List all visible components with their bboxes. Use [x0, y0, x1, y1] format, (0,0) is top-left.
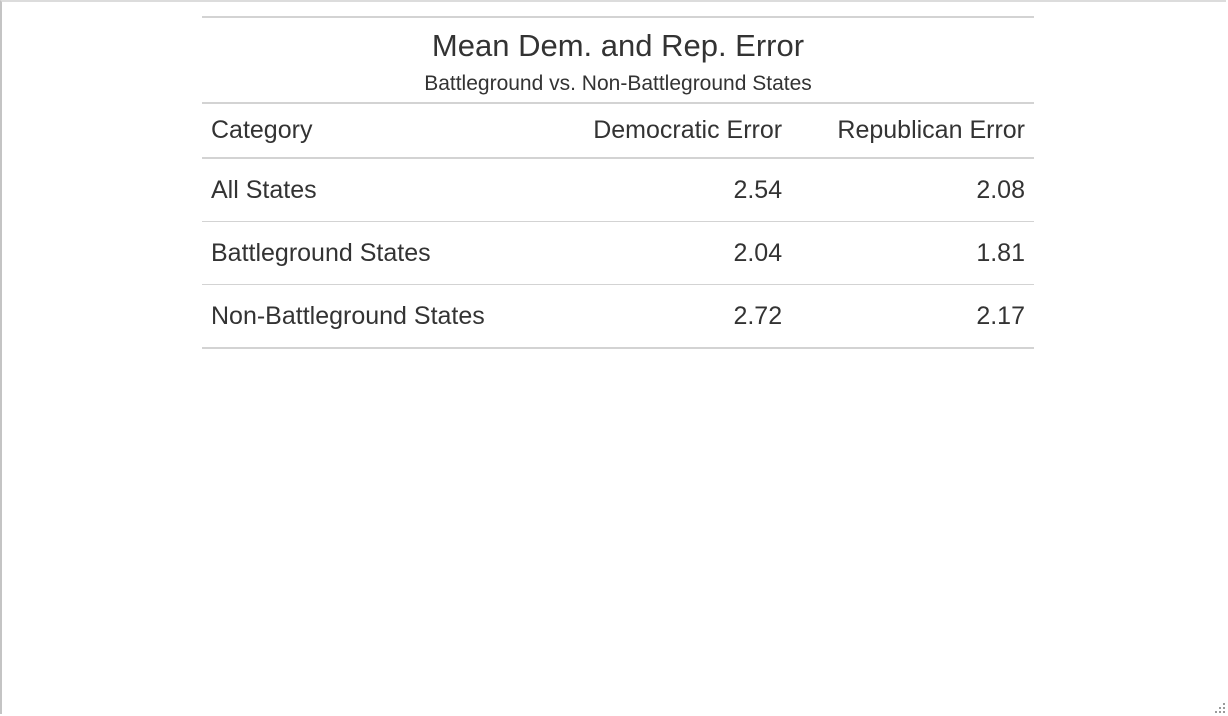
table-header: Mean Dem. and Rep. Error Battleground vs…: [202, 17, 1034, 159]
column-header-republican-error: Republican Error: [791, 103, 1034, 159]
category-cell: Non-Battleground States: [202, 284, 547, 348]
republican-error-cell: 1.81: [791, 221, 1034, 285]
table-subtitle: Battleground vs. Non-Battleground States: [202, 67, 1034, 104]
category-cell: All States: [211, 175, 317, 204]
table-title: Mean Dem. and Rep. Error: [431, 28, 805, 63]
table-row: Non-Battleground States 2.72 2.17: [202, 284, 1034, 348]
republican-error-cell: 2.17: [791, 284, 1034, 348]
column-header-row: Category Democratic Error Republican Err…: [202, 103, 1034, 159]
table-container: Mean Dem. and Rep. Error Battleground vs…: [202, 16, 1034, 349]
subtitle-row: Battleground vs. Non-Battleground States: [202, 67, 1034, 104]
summary-table: Mean Dem. and Rep. Error Battleground vs…: [202, 16, 1034, 349]
republican-error-cell: 2.08: [976, 175, 1025, 204]
table-row: Battleground States 2.04 1.81: [202, 221, 1034, 285]
table-body: All States 2.54 2.08 Battleground States…: [202, 158, 1034, 348]
category-cell: Battleground States: [202, 221, 547, 285]
table-row: All States 2.54 2.08: [202, 158, 1034, 222]
democratic-error-cell: 2.72: [546, 284, 792, 348]
democratic-error-cell: 2.54: [733, 175, 783, 204]
title-row: Mean Dem. and Rep. Error: [202, 17, 1034, 67]
resize-grip-icon[interactable]: [1212, 700, 1226, 714]
column-header-category: Category: [202, 103, 547, 159]
column-header-democratic-error: Democratic Error: [546, 103, 792, 159]
democratic-error-cell: 2.04: [546, 221, 792, 285]
